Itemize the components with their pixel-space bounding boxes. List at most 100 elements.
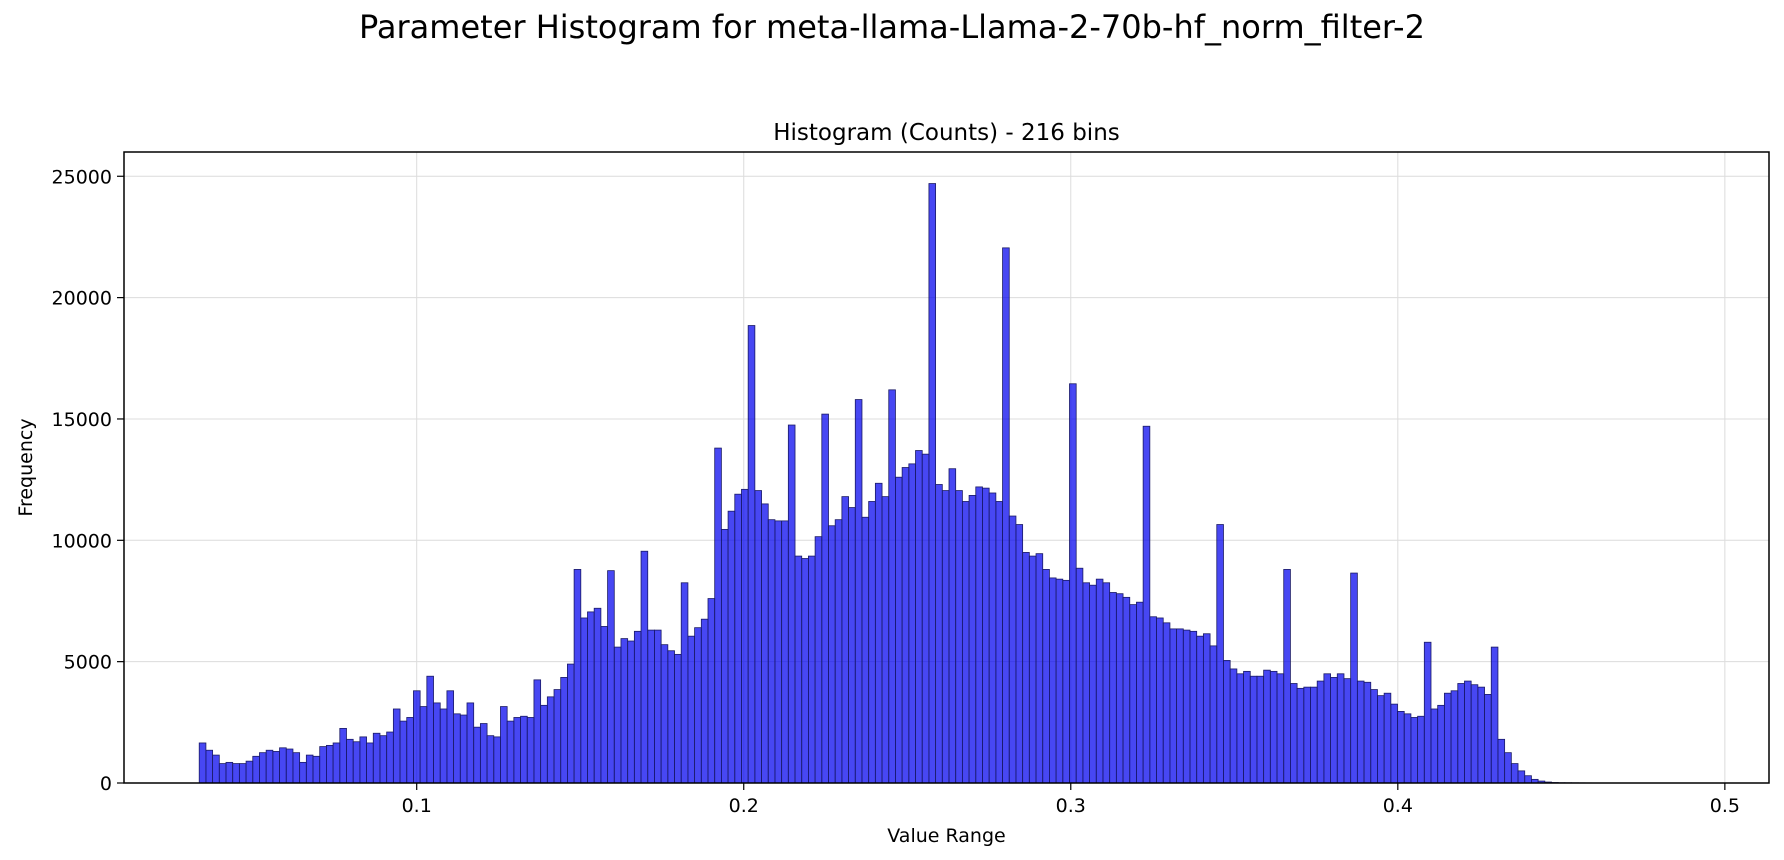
y-tick-label: 10000 (52, 530, 112, 552)
histogram-bar (285, 748, 294, 784)
histogram-bar (1216, 524, 1224, 784)
histogram-bar (1002, 247, 1010, 784)
histogram-bar (1035, 553, 1044, 784)
histogram-bar (781, 520, 789, 784)
histogram-bar (633, 630, 642, 784)
histogram-bar (1142, 425, 1151, 784)
histogram-bar (935, 484, 943, 784)
histogram-bar (868, 501, 876, 784)
histogram-bar (1443, 692, 1452, 784)
axis-ticks: 0.1 0.2 0.3 0.4 0.5 0 5000 10000 15000 20000 25000 (52, 166, 1740, 817)
histogram-bar (205, 749, 214, 784)
histogram-bar (1303, 686, 1311, 784)
histogram-bar (279, 747, 287, 784)
histogram-bar (1336, 673, 1345, 784)
histogram-bar (433, 702, 441, 784)
histogram-bar (1263, 669, 1271, 784)
histogram-bar (921, 453, 930, 784)
histogram-bar (1156, 617, 1164, 784)
histogram-bar (1229, 668, 1238, 784)
histogram-bar (1249, 675, 1258, 784)
histogram-bar (747, 325, 756, 784)
histogram-bar (1182, 629, 1191, 784)
histogram-bar (680, 582, 689, 784)
histogram-bar (834, 519, 843, 784)
histogram-bar (339, 727, 347, 784)
histogram-bar (1377, 695, 1385, 784)
histogram-bar (479, 723, 488, 784)
histogram-bar (1497, 738, 1506, 784)
histogram-bar (1022, 552, 1030, 784)
histogram-bar (419, 706, 428, 784)
histogram-bar (366, 742, 374, 784)
histogram-bar (707, 598, 716, 784)
histogram-bar (1236, 673, 1244, 784)
histogram-bar (1484, 694, 1492, 784)
histogram-bar (968, 495, 977, 784)
histogram-bar (1316, 680, 1325, 784)
histogram-bar (540, 704, 548, 784)
histogram-bar (1223, 660, 1231, 784)
figure-title: Parameter Histogram for meta-llama-Llama… (359, 8, 1425, 46)
histogram-bar (694, 627, 702, 784)
histogram-bar (399, 720, 408, 784)
histogram-bar (1243, 670, 1251, 784)
histogram-bar (1430, 708, 1439, 784)
histogram-bar (861, 516, 870, 784)
histogram-bar (1283, 569, 1291, 784)
histogram-bar (1423, 641, 1432, 784)
histogram-bar (1149, 616, 1157, 784)
histogram-bar (346, 738, 354, 784)
histogram-bar (1517, 770, 1526, 784)
histogram-bar (1524, 775, 1532, 784)
histogram-bar (814, 536, 823, 784)
histogram-bar (486, 735, 495, 784)
histogram-bar (1162, 622, 1171, 784)
histogram-bar (640, 550, 649, 784)
histogram-bar (1330, 677, 1338, 784)
histogram-bar (901, 467, 910, 784)
histogram-bar (881, 496, 890, 784)
histogram-bar (426, 675, 434, 784)
histogram-bar (493, 736, 501, 784)
histogram-bar (620, 638, 629, 784)
histogram-bar (526, 717, 535, 784)
histogram-bar (841, 496, 849, 784)
histogram-bar (386, 731, 394, 784)
histogram-bar (1042, 569, 1050, 784)
histogram-bar (587, 611, 595, 784)
y-tick-label: 5000 (64, 652, 112, 674)
histogram-bar (774, 520, 783, 784)
histogram-bar (453, 713, 461, 784)
histogram-bar (238, 763, 247, 784)
histogram-bar (506, 720, 515, 784)
histogram-bar (754, 490, 762, 784)
y-tick-label: 20000 (52, 288, 112, 310)
histogram-bar (553, 689, 562, 784)
histogram-bar (446, 690, 455, 784)
histogram-bar (1256, 675, 1265, 784)
histogram-bar (1189, 630, 1198, 784)
histogram-bar (1055, 578, 1064, 784)
histogram-bar (787, 424, 796, 784)
histogram-bar (941, 490, 950, 784)
histogram-bar (232, 763, 240, 784)
histogram-bar (312, 755, 321, 784)
histogram-bar (245, 760, 254, 784)
histogram-bar (567, 663, 575, 784)
histogram-bar (687, 635, 696, 784)
histogram-bar (1209, 645, 1218, 784)
histogram-bar (1176, 628, 1184, 784)
histogram-bar (1350, 572, 1358, 784)
histogram-bar (727, 510, 736, 784)
y-axis-label: Frequency (15, 418, 37, 516)
x-tick-label: 0.3 (1056, 795, 1086, 817)
histogram-bar (1310, 686, 1318, 784)
histogram-bar (225, 761, 234, 784)
histogram-bar (607, 570, 615, 784)
histogram-bar (1115, 593, 1124, 784)
histogram-bar (1089, 584, 1097, 784)
histogram-bar (1323, 673, 1331, 784)
histogram-bar (252, 755, 260, 784)
histogram-bar (406, 717, 414, 784)
